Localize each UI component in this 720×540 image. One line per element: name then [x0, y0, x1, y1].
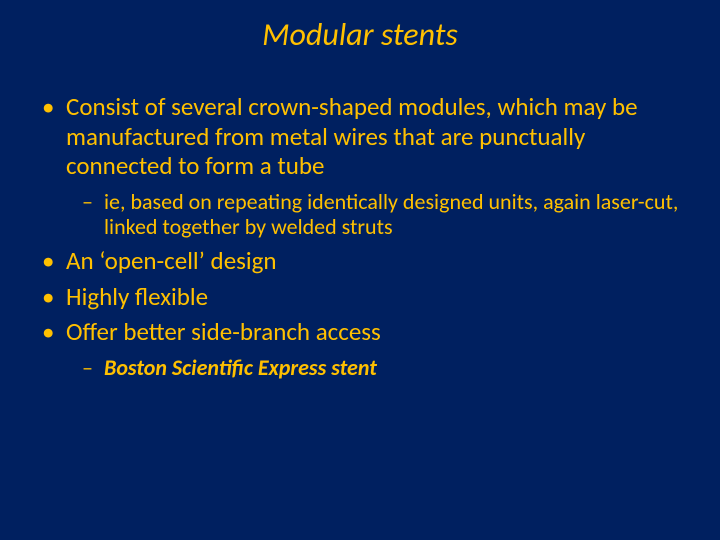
slide: Modular stents Consist of several crown-…	[0, 0, 720, 540]
bullet-text: Offer better side-branch access	[66, 316, 381, 347]
sub-bullet-list: Boston Scientific Express stent	[66, 355, 690, 381]
sub-bullet-text: ie, based on repeating identically desig…	[104, 188, 678, 241]
bullet-text: An ‘open-cell’ design	[66, 245, 277, 276]
slide-title: Modular stents	[90, 15, 630, 54]
bullet-text: Consist of several crown-shaped modules,…	[66, 91, 638, 181]
list-item: Highly flexible	[38, 282, 690, 312]
bullet-list: Consist of several crown-shaped modules,…	[30, 92, 690, 381]
bullet-text: Highly flexible	[66, 281, 208, 312]
sub-list-item: Boston Scientific Express stent	[82, 355, 690, 381]
sub-bullet-text: Boston Scientific Express stent	[104, 354, 377, 381]
sub-bullet-list: ie, based on repeating identically desig…	[66, 189, 690, 241]
list-item: An ‘open-cell’ design	[38, 246, 690, 276]
list-item: Consist of several crown-shaped modules,…	[38, 92, 690, 240]
sub-list-item: ie, based on repeating identically desig…	[82, 189, 690, 241]
list-item: Offer better side-branch access Boston S…	[38, 317, 690, 380]
